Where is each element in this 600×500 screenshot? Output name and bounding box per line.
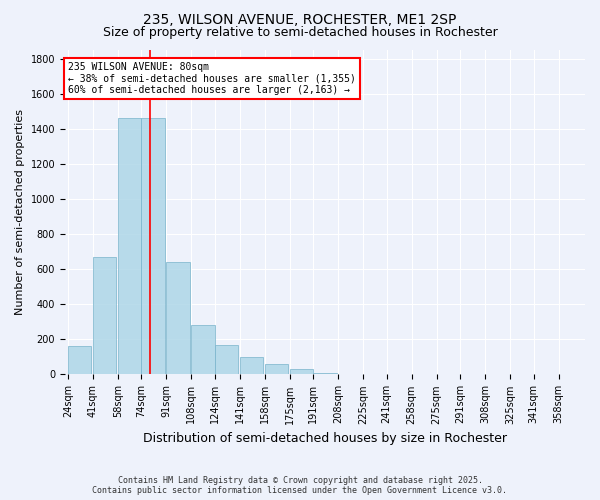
Text: 235 WILSON AVENUE: 80sqm
← 38% of semi-detached houses are smaller (1,355)
60% o: 235 WILSON AVENUE: 80sqm ← 38% of semi-d… — [68, 62, 356, 96]
Bar — [240, 357, 263, 374]
Bar — [142, 118, 165, 374]
Bar — [191, 326, 215, 374]
Bar — [68, 346, 91, 374]
Bar — [215, 344, 238, 374]
Text: Contains HM Land Registry data © Crown copyright and database right 2025.
Contai: Contains HM Land Registry data © Crown c… — [92, 476, 508, 495]
Bar — [313, 372, 337, 374]
X-axis label: Distribution of semi-detached houses by size in Rochester: Distribution of semi-detached houses by … — [143, 432, 507, 445]
Bar — [290, 369, 313, 374]
Bar — [118, 118, 142, 374]
Text: Size of property relative to semi-detached houses in Rochester: Size of property relative to semi-detach… — [103, 26, 497, 39]
Bar — [166, 262, 190, 374]
Bar — [93, 257, 116, 374]
Text: 235, WILSON AVENUE, ROCHESTER, ME1 2SP: 235, WILSON AVENUE, ROCHESTER, ME1 2SP — [143, 12, 457, 26]
Bar — [265, 364, 288, 374]
Y-axis label: Number of semi-detached properties: Number of semi-detached properties — [15, 109, 25, 315]
